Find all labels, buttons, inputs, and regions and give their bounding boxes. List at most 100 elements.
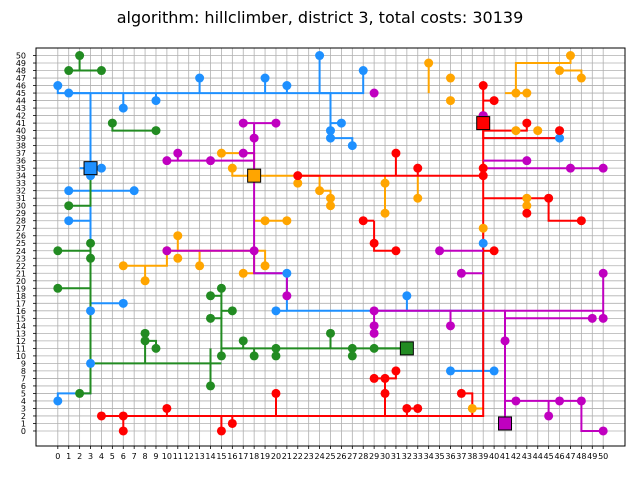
y-tick-label: 8 (21, 367, 26, 376)
y-tick-label: 46 (16, 82, 26, 91)
y-tick-label: 1 (21, 419, 26, 428)
house-point (238, 268, 248, 278)
house-point (249, 246, 259, 256)
x-tick-label: 12 (184, 452, 194, 461)
house-point (380, 388, 390, 398)
house-point (206, 156, 216, 166)
x-tick-label: 17 (238, 452, 248, 461)
house-point (326, 328, 335, 338)
y-tick-label: 49 (16, 59, 26, 68)
y-tick-label: 39 (16, 134, 26, 143)
house-point (140, 336, 150, 346)
house-point (555, 396, 565, 406)
house-point (271, 118, 281, 128)
cable-line (330, 70, 365, 95)
house-point (140, 276, 150, 286)
house-point (445, 96, 455, 106)
house-point (456, 268, 466, 278)
house-point (500, 336, 510, 346)
house-point (478, 163, 488, 173)
house-point (206, 381, 216, 391)
x-tick-label: 48 (576, 452, 586, 461)
x-tick-label: 35 (434, 452, 444, 461)
house-point (544, 193, 554, 203)
house-point (522, 118, 532, 128)
house-point (369, 373, 379, 383)
house-point (445, 366, 455, 376)
y-tick-label: 15 (16, 314, 26, 323)
x-tick-label: 4 (99, 452, 104, 461)
house-point (64, 66, 74, 76)
house-point (587, 313, 597, 323)
house-point (53, 246, 63, 256)
house-point (522, 208, 532, 218)
y-tick-label: 14 (16, 322, 26, 331)
house-point (206, 291, 216, 301)
house-point (555, 133, 565, 143)
y-tick-label: 12 (16, 337, 26, 346)
y-tick-label: 13 (16, 329, 26, 338)
house-point (478, 223, 488, 233)
house-point (260, 261, 270, 271)
house-point (227, 163, 237, 173)
y-tick-label: 21 (16, 269, 26, 278)
house-point (326, 126, 335, 136)
cable-line (504, 273, 605, 424)
y-tick-label: 28 (16, 217, 26, 226)
house-point (238, 118, 248, 128)
house-point (195, 73, 205, 83)
x-tick-label: 8 (143, 452, 148, 461)
battery-marker (83, 161, 98, 176)
house-point (358, 66, 368, 76)
x-tick-label: 43 (522, 452, 532, 461)
house-point (369, 343, 379, 353)
house-point (238, 336, 248, 346)
x-tick-label: 28 (358, 452, 368, 461)
y-tick-label: 25 (16, 239, 26, 248)
x-tick-label: 23 (304, 452, 314, 461)
house-point (533, 126, 543, 136)
y-tick-label: 27 (16, 224, 26, 233)
house-point (227, 306, 237, 316)
x-tick-label: 34 (424, 452, 434, 461)
house-point (435, 246, 445, 256)
house-point (598, 313, 608, 323)
x-tick-label: 11 (173, 452, 183, 461)
x-tick-label: 31 (391, 452, 401, 461)
cable-line (89, 92, 332, 169)
house-point (369, 238, 379, 248)
x-tick-label: 26 (336, 452, 346, 461)
house-point (522, 193, 532, 203)
house-point (326, 201, 335, 211)
house-point (478, 238, 488, 248)
house-point (64, 186, 74, 196)
y-tick-label: 42 (16, 112, 26, 121)
y-tick-label: 33 (16, 179, 26, 188)
x-tick-label: 13 (195, 452, 205, 461)
house-point (282, 216, 292, 226)
house-point (489, 96, 499, 106)
house-point (216, 148, 226, 158)
x-tick-label: 25 (325, 452, 335, 461)
cable-line (101, 175, 485, 417)
house-point (271, 306, 281, 316)
house-point (402, 403, 412, 413)
x-tick-label: 30 (380, 452, 390, 461)
house-point (195, 261, 205, 271)
house-point (53, 396, 63, 406)
x-tick-label: 14 (205, 452, 215, 461)
house-point (271, 343, 281, 353)
y-tick-label: 10 (16, 352, 26, 361)
x-tick-label: 49 (587, 452, 597, 461)
x-tick-label: 40 (489, 452, 499, 461)
house-point (96, 66, 106, 76)
house-point (391, 148, 401, 158)
house-point (336, 118, 346, 128)
x-tick-label: 9 (153, 452, 158, 461)
x-tick-label: 38 (467, 452, 477, 461)
house-point (107, 118, 117, 128)
y-tick-label: 47 (16, 74, 26, 83)
house-point (511, 126, 521, 136)
house-point (347, 343, 357, 353)
